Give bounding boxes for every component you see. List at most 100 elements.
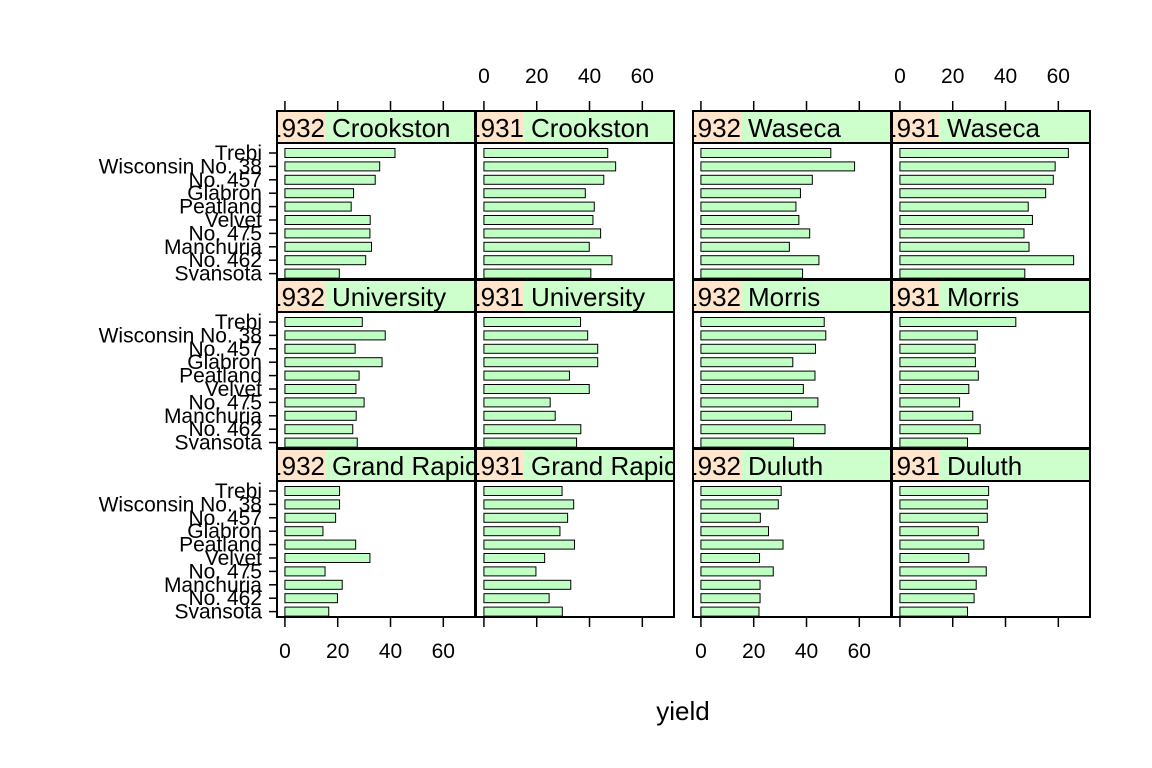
bar: [899, 397, 961, 408]
strip-labels: 1931 Crookston: [466, 113, 650, 143]
panel-frame: [891, 480, 1091, 618]
panel-frame: [475, 480, 675, 618]
strip-year-label: 1932: [683, 113, 741, 143]
strip-year-label: 1931: [466, 282, 524, 312]
bar: [700, 512, 761, 523]
bar: [284, 241, 373, 252]
bar: [284, 215, 371, 225]
category-label: Manchuria: [164, 236, 262, 259]
bar: [284, 343, 356, 354]
bar: [700, 566, 774, 577]
strip-year-background: [476, 449, 524, 481]
category-label: Velvet: [205, 378, 262, 401]
bar: [700, 188, 801, 199]
category-label: Trebi: [215, 311, 262, 334]
strip-labels: 1931 Morris: [892, 282, 1019, 312]
bar: [483, 174, 605, 185]
bar: [899, 357, 976, 368]
bar: [284, 606, 330, 617]
category-label: No. 475: [188, 222, 262, 245]
bar: [899, 384, 970, 394]
category-label: No. 457: [188, 169, 262, 192]
panel: 1932 Grand Rapids: [267, 448, 476, 618]
strip-year-label: 1931: [466, 451, 524, 481]
panel: 1931 Morris: [891, 279, 1091, 449]
panel: 1932 Waseca: [683, 110, 892, 280]
strip-year-label: 1931: [466, 113, 524, 143]
strip-year-label: 1931: [882, 451, 940, 481]
bar: [700, 384, 804, 394]
bar: [483, 357, 599, 368]
bar: [899, 161, 1056, 172]
strip-site-label: University: [332, 282, 446, 312]
bar: [284, 410, 357, 421]
bar: [483, 410, 556, 421]
strip-labels: 1932 University: [267, 282, 446, 312]
category-label: Peatland: [179, 365, 262, 388]
category-label: Svansota: [174, 263, 262, 286]
strip-labels: 1931 Duluth: [882, 451, 1022, 481]
bar: [700, 526, 770, 537]
category-label: Svansota: [174, 601, 262, 624]
bar: [483, 384, 590, 394]
bar: [483, 512, 569, 523]
category-label: Glabron: [187, 351, 262, 374]
bar: [899, 539, 985, 550]
bar: [284, 566, 326, 577]
strip-year-label: 1932: [267, 282, 325, 312]
category-label: Glabron: [187, 182, 262, 205]
bar: [483, 228, 602, 239]
strip-labels: 1931 Grand Rapids: [466, 451, 674, 481]
bar: [483, 255, 613, 266]
bar: [899, 579, 977, 590]
bar: [483, 188, 586, 199]
category-label: Wisconsin No. 38: [99, 493, 262, 516]
bar: [483, 317, 582, 327]
bar: [899, 317, 1017, 327]
bar: [284, 188, 355, 199]
bar: [284, 424, 354, 435]
bar: [284, 526, 324, 537]
bar: [700, 343, 816, 354]
bar: [899, 593, 975, 604]
bar: [899, 553, 970, 563]
x-tick-label-bottom: 0: [279, 640, 291, 663]
x-tick-label-bottom: 40: [795, 640, 818, 663]
bar: [700, 317, 825, 327]
strip-site-label: Morris: [947, 282, 1019, 312]
strip-year-background: [476, 280, 524, 312]
bar: [899, 174, 1054, 185]
bar: [700, 397, 819, 408]
bar: [284, 539, 357, 550]
bar: [899, 486, 990, 496]
strip-labels: 1932 Duluth: [693, 451, 823, 481]
panel: 1932 University: [267, 279, 476, 449]
category-label: Peatland: [179, 534, 262, 557]
bar: [700, 499, 779, 510]
strip-year-background: [277, 111, 325, 143]
strip-site-label: Crookston: [332, 113, 451, 143]
bar: [483, 606, 563, 617]
bar: [284, 201, 352, 212]
bar: [899, 370, 979, 381]
bar: [483, 593, 550, 604]
strip-site-label: Duluth: [947, 451, 1022, 481]
strip-year-background: [693, 280, 741, 312]
strip-year-label: 1932: [267, 451, 325, 481]
bar: [899, 499, 988, 510]
bar: [899, 215, 1033, 225]
bar: [483, 241, 590, 252]
bar: [284, 268, 340, 279]
bar: [284, 512, 337, 523]
x-tick-label-top: 60: [1047, 65, 1070, 88]
bar: [483, 579, 572, 590]
bar: [483, 539, 575, 550]
category-label: No. 475: [188, 560, 262, 583]
bar: [899, 188, 1047, 199]
panel: 1932 Morris: [692, 279, 892, 449]
bar: [284, 384, 357, 394]
panel: 1931 Duluth: [882, 448, 1091, 618]
bar: [899, 201, 1029, 212]
bar: [483, 499, 575, 510]
